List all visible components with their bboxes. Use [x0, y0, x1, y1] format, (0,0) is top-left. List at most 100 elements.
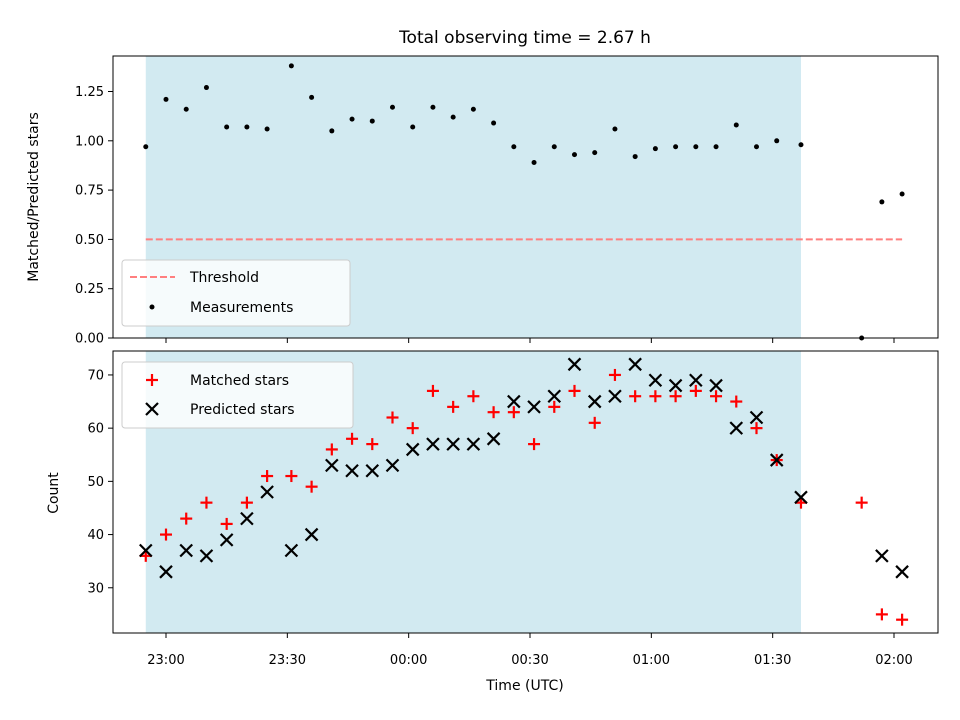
measurement-point: [798, 142, 804, 148]
matched-star-point: [730, 395, 743, 408]
measurement-point: [369, 118, 375, 124]
matched-star-point: [548, 400, 561, 413]
top-plot-frame: [112, 55, 939, 339]
predicted-star-point: [219, 533, 234, 547]
predicted-star-point: [608, 389, 622, 404]
measurement-point: [143, 144, 149, 150]
predicted-star-point: [527, 400, 541, 414]
matched-star-point: [669, 390, 682, 403]
x-tick-label: 02:00: [875, 653, 912, 668]
x-tick-label: 00:30: [511, 653, 548, 668]
measurement-point: [592, 150, 598, 156]
predicted-star-point: [749, 410, 764, 425]
predicted-star-point: [365, 463, 380, 478]
x-tick-label: 01:00: [633, 653, 670, 668]
measurement-point: [693, 144, 699, 150]
predicted-star-point: [709, 378, 723, 393]
measurement-point: [244, 124, 250, 130]
predicted-star-point: [426, 437, 440, 451]
top-legend-box: [121, 259, 351, 327]
matched-legend-label: Matched stars: [190, 373, 289, 389]
matched-star-point: [649, 390, 662, 403]
measurement-point: [899, 191, 905, 197]
predicted-star-point: [648, 373, 663, 388]
measurements-legend-marker: [149, 304, 155, 310]
bottom-y-tick-label: 40: [87, 528, 104, 543]
measurement-point: [389, 104, 395, 110]
threshold-legend-label: Threshold: [189, 270, 259, 286]
predicted-star-point: [345, 463, 359, 478]
measurement-point: [652, 146, 658, 152]
matched-star-point: [568, 384, 581, 397]
matched-star-point: [507, 406, 520, 419]
top-legend: Threshold Measurements: [121, 259, 351, 327]
measurement-point: [551, 144, 557, 150]
predicted-star-point: [466, 437, 481, 451]
measurement-point: [470, 106, 476, 112]
predicted-star-point: [729, 421, 744, 435]
matched-star-point: [875, 608, 888, 621]
matched-star-point: [346, 432, 359, 445]
predicted-star-point: [325, 458, 339, 473]
predicted-star-point: [284, 543, 299, 558]
bottom-y-tick-label: 60: [87, 422, 104, 437]
matched-star-point: [200, 496, 213, 509]
measurement-point: [329, 128, 335, 134]
x-tick-label: 23:30: [269, 653, 306, 668]
matched-star-point: [487, 406, 500, 419]
predicted-star-point: [486, 432, 501, 446]
predicted-star-point: [895, 565, 909, 579]
matched-star-point: [750, 422, 763, 435]
matched-legend-marker: [146, 374, 158, 386]
measurement-point: [511, 144, 517, 150]
predicted-star-point: [875, 549, 889, 563]
matched-star-point: [240, 496, 253, 509]
matched-star-point: [689, 384, 702, 397]
measurement-point: [753, 144, 759, 150]
top-y-tick-label: 0.75: [75, 184, 104, 199]
bottom-plot-frame: [112, 350, 939, 634]
predicted-legend-marker: [145, 402, 159, 416]
predicted-star-point: [628, 357, 642, 372]
matched-star-point: [588, 416, 601, 429]
bottom-legend: Matched stars Predicted stars: [121, 361, 354, 429]
predicted-star-point: [587, 394, 602, 409]
measurement-point: [673, 144, 679, 150]
top-y-tick-label: 0.00: [75, 332, 104, 347]
predicted-legend-label: Predicted stars: [190, 402, 295, 418]
measurement-point: [612, 126, 618, 132]
measurement-point: [288, 63, 294, 69]
matched-star-point: [855, 496, 868, 509]
predicted-star-point: [240, 511, 254, 526]
matched-star-point: [426, 384, 439, 397]
matched-star-point: [447, 400, 460, 413]
measurement-point: [224, 124, 230, 130]
bottom-y-tick-label: 50: [87, 475, 104, 490]
measurement-point: [309, 94, 315, 100]
predicted-star-point: [689, 373, 703, 388]
matched-star-point: [366, 438, 379, 451]
measurement-point: [203, 85, 209, 91]
bottom-panel: Count Time (UTC) 30 40 50 60 70 23:00 23:30 00:…: [46, 350, 939, 694]
measurement-point: [450, 114, 456, 120]
measurement-point: [531, 159, 537, 165]
predicted-star-point: [547, 389, 562, 404]
x-tick-label: 23:00: [147, 653, 184, 668]
matched-star-point: [629, 390, 642, 403]
measurement-point: [713, 144, 719, 150]
matched-star-point: [528, 438, 541, 451]
matched-star-point: [710, 390, 723, 403]
matched-star-point: [406, 422, 419, 435]
bottom-legend-box: [121, 361, 354, 429]
measurement-point: [571, 152, 577, 158]
matched-star-point: [220, 517, 233, 530]
x-tick-label: 01:30: [754, 653, 791, 668]
matched-star-point: [325, 443, 338, 456]
predicted-star-point: [385, 458, 400, 473]
measurement-point: [183, 106, 189, 112]
matched-star-point: [285, 470, 298, 483]
measurement-point: [733, 122, 739, 128]
predicted-star-point: [179, 543, 194, 558]
matched-star-point: [386, 411, 399, 424]
